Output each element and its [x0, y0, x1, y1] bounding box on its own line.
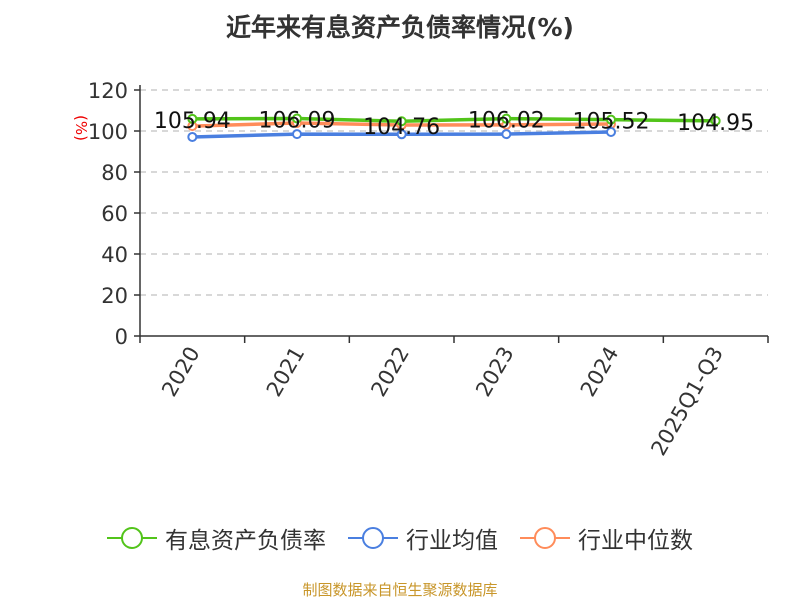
x-tick-label: 2025Q1-Q3: [646, 343, 728, 460]
data-point: [606, 127, 616, 138]
data-point: [710, 115, 721, 126]
line-chart: 0 20 40 60 80 100 120 (%) 2020 2021 2022 2023 2024 20…: [72, 79, 769, 460]
y-tick-label: 40: [101, 243, 128, 267]
y-tick-label: 120: [88, 79, 128, 103]
x-tick-label: 2020: [157, 343, 205, 401]
chart-title: 近年来有息资产负债率情况(%): [226, 13, 574, 42]
legend-marker-icon: [348, 527, 398, 549]
legend: 有息资产负债率 行业均值 行业中位数: [0, 521, 800, 555]
y-tick-label: 60: [101, 202, 128, 226]
y-tick-label: 100: [88, 120, 128, 144]
legend-label: 行业中位数: [578, 528, 693, 554]
data-label: 105.94: [154, 109, 231, 134]
series-line: [192, 116, 716, 123]
data-point: [396, 129, 407, 140]
data-label: 106.02: [468, 109, 545, 134]
data-label: 104.95: [677, 111, 754, 136]
y-tick-label: 20: [101, 284, 128, 308]
legend-item[interactable]: 行业均值: [348, 521, 498, 555]
data-point: [501, 113, 512, 124]
data-point: [606, 114, 616, 125]
legend-label: 有息资产负债率: [165, 528, 326, 554]
x-tick-label: 2022: [366, 343, 414, 401]
data-label: 106.09: [259, 109, 336, 134]
legend-marker-icon: [520, 527, 570, 549]
legend-marker-icon: [107, 527, 157, 549]
x-tick-label: 2023: [471, 343, 519, 401]
data-point: [187, 113, 198, 124]
data-point: [501, 129, 512, 140]
legend-item[interactable]: 行业中位数: [520, 521, 693, 555]
data-point: [396, 116, 407, 127]
x-tick-label: 2021: [262, 343, 310, 401]
legend-label: 行业均值: [406, 528, 498, 554]
y-tick-label: 80: [101, 161, 128, 185]
data-label: 104.76: [363, 115, 440, 140]
y-axis-label: (%): [72, 115, 90, 141]
source-note: 制图数据来自恒生聚源数据库: [302, 581, 498, 599]
data-point: [187, 131, 198, 142]
x-tick-label: 2024: [576, 343, 624, 401]
data-point: [292, 129, 302, 140]
data-label: 105.52: [573, 110, 650, 135]
legend-item[interactable]: 有息资产负债率: [107, 521, 326, 555]
data-point: [292, 113, 302, 124]
y-tick-label: 0: [115, 325, 128, 349]
